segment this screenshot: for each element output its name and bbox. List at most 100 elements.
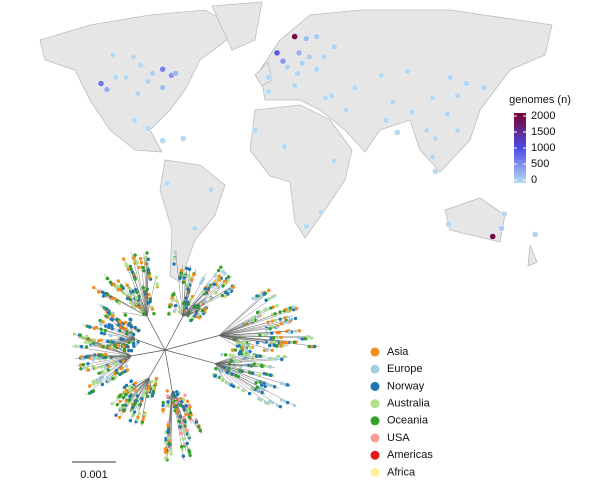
map-point — [404, 68, 411, 75]
tree-tip — [131, 341, 136, 346]
tree-tip — [217, 274, 222, 279]
tree-branch — [182, 307, 206, 317]
tree-tip — [216, 268, 221, 273]
tree-tip — [125, 368, 130, 372]
tree-tip — [275, 331, 280, 335]
legend-label: Asia — [387, 346, 409, 358]
tree-tip — [155, 283, 160, 288]
tree-tip — [185, 399, 190, 404]
tree-tip — [128, 264, 133, 269]
tree-tip — [255, 385, 260, 390]
tree-tip — [128, 387, 133, 391]
tree-tip — [187, 267, 192, 271]
tree-tip — [125, 344, 130, 349]
tree-tip — [150, 394, 155, 398]
tree-tip — [99, 327, 103, 331]
tree-tip — [185, 441, 189, 446]
tree-tip — [243, 352, 247, 357]
land — [444, 197, 506, 243]
legend-swatch — [370, 399, 380, 409]
tree-tip — [190, 294, 195, 299]
tree-tip — [182, 408, 187, 412]
tree-tip — [288, 330, 292, 334]
tree-tip — [236, 386, 241, 390]
map-point — [445, 221, 452, 228]
tree-tip — [254, 296, 258, 301]
colorbar-tick-label: 0 — [531, 174, 537, 186]
colorbar-tick-label: 2000 — [531, 110, 555, 122]
tree-tip — [147, 292, 151, 297]
map-point — [378, 72, 385, 79]
tree-tip — [291, 305, 295, 309]
tree-tip — [182, 397, 186, 402]
tree-tip — [275, 303, 279, 308]
tree-tip — [122, 349, 127, 353]
tree-tip — [241, 355, 246, 360]
tree-tip — [94, 355, 98, 360]
tree-tip — [201, 290, 205, 294]
map-point — [295, 49, 303, 57]
tree-tip — [263, 384, 267, 389]
tree-tip — [127, 340, 131, 345]
map-point — [109, 51, 116, 59]
legend-label: Norway — [387, 380, 425, 392]
tree-tip — [137, 265, 141, 270]
tree-tip — [79, 344, 84, 349]
map-point — [320, 53, 328, 61]
tree-tip — [258, 380, 263, 384]
tree-tip — [133, 253, 137, 257]
tree-tip — [85, 354, 89, 359]
map-point — [382, 117, 389, 124]
tree-branch — [182, 289, 220, 317]
tree-branch — [164, 316, 184, 351]
tree-tip — [275, 403, 280, 407]
tree-tip — [274, 357, 278, 361]
tree-tip — [276, 354, 280, 359]
map-point — [172, 70, 180, 77]
tree-tip — [182, 431, 187, 435]
map-point — [251, 127, 259, 134]
tree-tip — [150, 379, 154, 384]
tree-tip — [220, 293, 225, 298]
tree-tip — [236, 360, 240, 364]
tree-tip — [114, 285, 118, 289]
tree-branch — [84, 355, 132, 372]
tree-tip — [285, 315, 290, 319]
tree-tip — [97, 371, 101, 375]
tree-tip — [226, 278, 230, 282]
tree-branch — [219, 305, 278, 336]
tree-tip — [91, 389, 96, 393]
tree-tip — [111, 376, 115, 381]
tree-tip — [99, 353, 104, 357]
tree-tip — [163, 450, 168, 454]
map-point — [163, 180, 171, 187]
map-point — [331, 157, 338, 165]
tree-tip — [139, 260, 144, 265]
tree-tip — [82, 366, 86, 370]
tree-tip — [268, 373, 272, 377]
tree-branch — [215, 356, 266, 364]
tree-tip — [235, 341, 239, 346]
tree-tip — [172, 308, 177, 313]
tree-tip — [260, 363, 264, 367]
tree-tip — [267, 288, 271, 292]
tree-tip — [188, 275, 193, 279]
tree-tip — [179, 431, 184, 436]
tree-tip — [182, 442, 187, 447]
tree-tip — [282, 316, 287, 320]
tree-branch — [182, 284, 237, 317]
tree-tip — [249, 345, 253, 350]
colorbar-title: genomes (n) — [509, 94, 571, 106]
tree-tip — [276, 336, 280, 340]
tree-branch — [172, 391, 189, 413]
tree-tip — [270, 348, 274, 352]
tree-tip — [166, 436, 171, 440]
tree-tip — [133, 325, 137, 330]
tree-tip — [188, 411, 193, 415]
tree-tip — [197, 312, 201, 317]
tree-tip — [83, 340, 88, 344]
map-point — [313, 33, 320, 40]
tree-tip — [239, 341, 243, 345]
colorbar-tick-label: 1000 — [531, 142, 555, 154]
tree-tip — [103, 328, 108, 333]
